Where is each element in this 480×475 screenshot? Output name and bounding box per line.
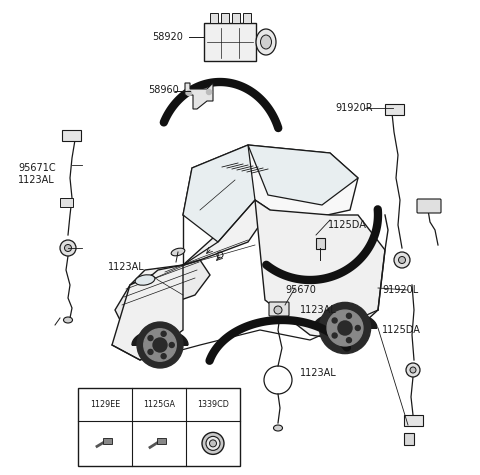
Polygon shape: [204, 23, 256, 61]
Text: 58960: 58960: [148, 85, 179, 95]
FancyBboxPatch shape: [156, 438, 166, 444]
Circle shape: [64, 245, 72, 251]
Circle shape: [319, 303, 371, 353]
Circle shape: [169, 342, 174, 348]
Circle shape: [338, 321, 352, 335]
Circle shape: [187, 91, 192, 95]
Circle shape: [161, 332, 166, 336]
Circle shape: [332, 333, 337, 338]
Polygon shape: [130, 200, 270, 285]
Circle shape: [347, 338, 351, 342]
Polygon shape: [248, 145, 358, 205]
Ellipse shape: [274, 425, 283, 431]
Circle shape: [148, 336, 153, 341]
Polygon shape: [183, 145, 255, 242]
Polygon shape: [183, 145, 358, 225]
Ellipse shape: [63, 317, 72, 323]
Text: 1123AL: 1123AL: [108, 262, 145, 272]
Ellipse shape: [135, 275, 155, 285]
Circle shape: [148, 350, 153, 354]
Circle shape: [394, 252, 410, 268]
Text: 95670: 95670: [285, 285, 316, 295]
Circle shape: [161, 354, 166, 359]
Text: 1123AL: 1123AL: [300, 305, 337, 315]
FancyBboxPatch shape: [61, 130, 81, 141]
Text: 91920L: 91920L: [382, 285, 418, 295]
Circle shape: [137, 322, 183, 368]
Polygon shape: [243, 13, 251, 23]
Polygon shape: [232, 13, 240, 23]
Text: 95671C: 95671C: [18, 163, 56, 173]
Circle shape: [355, 325, 360, 331]
Circle shape: [406, 363, 420, 377]
FancyBboxPatch shape: [404, 415, 422, 426]
Polygon shape: [185, 83, 213, 109]
Circle shape: [410, 367, 416, 373]
Polygon shape: [132, 330, 188, 345]
FancyBboxPatch shape: [78, 388, 240, 466]
Circle shape: [144, 329, 176, 361]
Circle shape: [202, 432, 224, 455]
Text: 1123AL: 1123AL: [300, 368, 337, 378]
Circle shape: [206, 437, 220, 450]
Circle shape: [398, 256, 406, 264]
Circle shape: [209, 440, 216, 447]
Polygon shape: [221, 13, 229, 23]
Ellipse shape: [256, 29, 276, 55]
Circle shape: [274, 306, 282, 314]
Text: 1125GA: 1125GA: [143, 400, 175, 409]
Text: 58920: 58920: [152, 32, 183, 42]
FancyBboxPatch shape: [404, 433, 413, 445]
FancyBboxPatch shape: [103, 438, 111, 444]
Circle shape: [347, 314, 351, 318]
Ellipse shape: [261, 35, 272, 49]
FancyBboxPatch shape: [60, 198, 72, 207]
Circle shape: [206, 89, 212, 95]
FancyBboxPatch shape: [315, 238, 324, 248]
FancyBboxPatch shape: [384, 104, 404, 114]
Text: 91920R: 91920R: [335, 103, 372, 113]
Text: 1123AL: 1123AL: [18, 175, 55, 185]
Ellipse shape: [171, 248, 185, 256]
Polygon shape: [313, 312, 377, 328]
Circle shape: [60, 240, 76, 256]
Circle shape: [332, 318, 337, 323]
Polygon shape: [210, 13, 218, 23]
Text: 1129EE: 1129EE: [90, 400, 120, 409]
FancyBboxPatch shape: [417, 199, 441, 213]
Circle shape: [327, 310, 363, 346]
FancyBboxPatch shape: [269, 302, 289, 316]
Polygon shape: [115, 260, 210, 320]
Polygon shape: [112, 265, 183, 360]
Text: 1125DA: 1125DA: [382, 325, 421, 335]
Circle shape: [153, 338, 167, 352]
Text: 1125DA: 1125DA: [328, 220, 367, 230]
Polygon shape: [255, 200, 385, 340]
Text: 1339CD: 1339CD: [197, 400, 229, 409]
